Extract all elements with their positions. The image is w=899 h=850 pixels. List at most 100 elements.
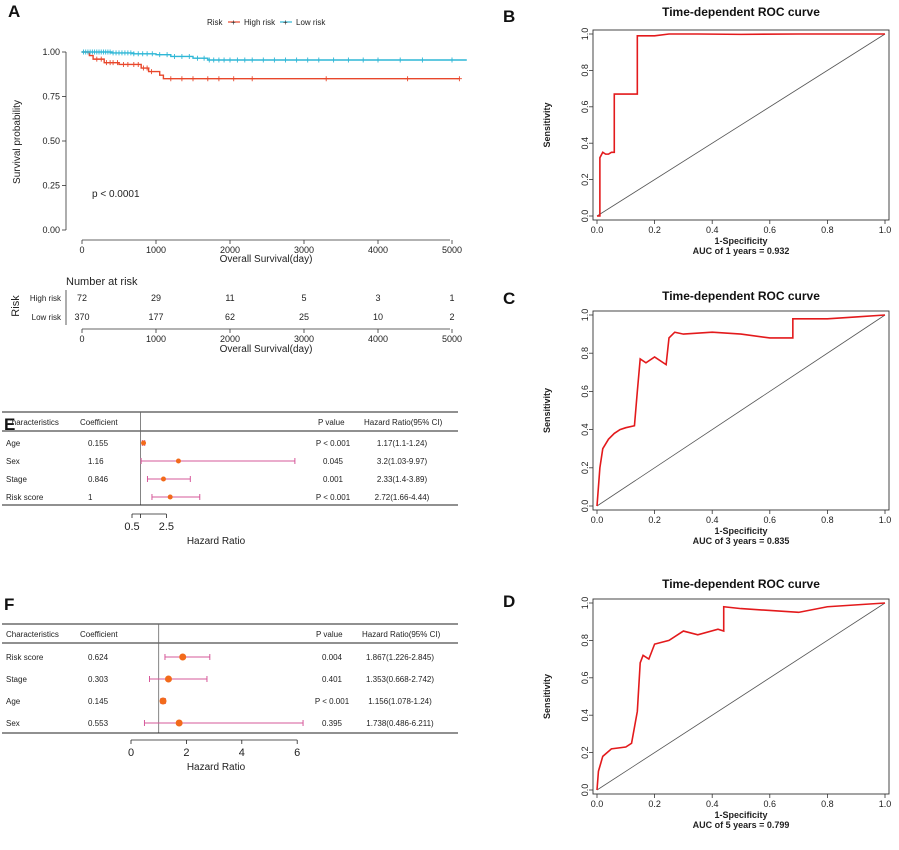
forest-row-pvalue: P < 0.001	[316, 439, 351, 448]
km-censor-mark	[206, 57, 212, 63]
km-legend-low-label: Low risk	[296, 18, 326, 27]
km-censor-mark	[456, 76, 462, 82]
forest-header-hazard-ratio: Hazard Ratio(95% CI)	[362, 630, 441, 639]
forest-row-hazard-ratio: 1.17(1.1-1.24)	[377, 439, 428, 448]
roc-x-tick-label: 0.6	[764, 225, 777, 235]
roc-y-tick-label: 0.8	[580, 347, 590, 360]
roc-auc-label: AUC of 5 years = 0.799	[693, 820, 790, 830]
forest-row-coefficient: 1	[88, 493, 93, 502]
km-censor-mark	[216, 57, 222, 63]
roc-xlabel: 1-Specificity	[714, 526, 767, 536]
roc-y-tick-label: 0.4	[580, 709, 590, 722]
risk-table-cell: 62	[225, 312, 235, 322]
forest-row-hazard-ratio: 2.33(1.4-3.89)	[377, 475, 428, 484]
km-censor-mark	[149, 51, 155, 57]
km-censor-mark	[164, 52, 170, 58]
roc-x-tick-label: 1.0	[879, 225, 892, 235]
roc-x-tick-label: 0.2	[648, 799, 661, 809]
roc-x-tick-label: 0.0	[591, 799, 604, 809]
roc-x-tick-label: 0.2	[648, 515, 661, 525]
km-censor-mark	[397, 57, 403, 63]
km-censor-mark	[405, 76, 411, 82]
forest-row-characteristic: Risk score	[6, 493, 44, 502]
km-censor-mark	[144, 65, 150, 71]
forest-row-pvalue: 0.001	[323, 475, 344, 484]
km-censor-mark	[242, 57, 248, 63]
roc-x-tick-label: 0.8	[821, 515, 834, 525]
roc-plot-frame	[592, 310, 890, 511]
roc-x-tick-label: 0.4	[706, 515, 719, 525]
forest-hr-point	[141, 440, 147, 446]
km-censor-mark	[294, 57, 300, 63]
km-censor-mark	[345, 57, 351, 63]
forest-x-tick-label: 0.5	[124, 521, 139, 533]
forest-row-pvalue: 0.004	[322, 653, 343, 662]
km-censor-mark	[375, 57, 381, 63]
km-censor-mark	[131, 61, 137, 67]
roc-y-tick-label: 0.8	[580, 64, 590, 77]
km-x-tick-label: 2000	[220, 245, 240, 255]
forest-row-hazard-ratio: 3.2(1.03-9.97)	[377, 457, 428, 466]
roc-x-tick-label: 0.2	[648, 225, 661, 235]
km-y-tick-label: 0.50	[42, 136, 60, 146]
forest-row-coefficient: 1.16	[88, 457, 104, 466]
km-x-tick-label: 5000	[442, 245, 462, 255]
roc-plot-frame	[592, 598, 890, 795]
roc-y-tick-label: 0.2	[580, 173, 590, 186]
risk-table-title: Number at risk	[66, 276, 138, 288]
risk-table-cells: 72 29 11 5 3 1 370 177 62 25 10 2	[74, 293, 454, 322]
km-censor-mark	[186, 53, 192, 59]
risk-table-cell: 370	[74, 312, 89, 322]
km-censor-mark	[216, 76, 222, 82]
roc-ylabel: Sensitivity	[542, 674, 552, 719]
roc-x-tick-label: 0.4	[706, 225, 719, 235]
forest-header-characteristics: Characteristics	[6, 418, 59, 427]
risk-table-cell: 1	[449, 293, 454, 303]
roc-y-tick-label: 0.6	[580, 672, 590, 685]
km-censor-mark	[221, 57, 227, 63]
risk-table-cell: 25	[299, 312, 309, 322]
km-censor-mark	[135, 61, 141, 67]
roc-xlabel: 1-Specificity	[714, 236, 767, 246]
roc-x-tick-label: 0.6	[764, 515, 777, 525]
forest-row-pvalue: P < 0.001	[316, 493, 351, 502]
roc-panel-d: D Time-dependent ROC curve 0.00.0 0.2 0.2 0.4…	[503, 577, 891, 830]
risk-table-row-high-label: High risk	[30, 294, 62, 303]
km-censor-mark	[149, 69, 155, 75]
forest-header-pvalue: P value	[318, 418, 345, 427]
km-censor-mark	[128, 50, 134, 56]
forest-row-hazard-ratio: 1.156(1.078-1.24)	[368, 697, 432, 706]
roc-title: Time-dependent ROC curve	[662, 5, 820, 19]
roc-curve	[596, 314, 886, 507]
km-y-ticks: 0.00 0.25 0.50 0.75 1.00	[42, 47, 66, 235]
risk-table-cell: 2	[449, 312, 454, 322]
km-censor-mark	[94, 56, 100, 62]
km-censor-mark	[205, 76, 211, 82]
roc-y-tick-label: 0.4	[580, 423, 590, 436]
km-censor-mark	[168, 76, 174, 82]
roc-xlabel: 1-Specificity	[714, 810, 767, 820]
forest-xlabel: Hazard Ratio	[187, 762, 246, 773]
forest-row-characteristic: Age	[6, 439, 21, 448]
forest-row-characteristic: Sex	[6, 719, 20, 728]
forest-x-tick-label: 0	[128, 747, 134, 759]
roc-curve	[596, 602, 886, 791]
km-censor-mark	[449, 57, 455, 63]
risk-table-x-tick-label: 3000	[294, 334, 314, 344]
forest-hr-point	[159, 697, 167, 705]
roc-y-tick-label: 1.0	[580, 309, 590, 322]
roc-y-tick-label: 0.0	[580, 500, 590, 513]
km-legend: Risk + High risk + Low risk	[207, 18, 326, 27]
forest-header-coefficient: Coefficient	[80, 418, 118, 427]
km-censor-mark	[260, 57, 266, 63]
risk-table-cell: 10	[373, 312, 383, 322]
forest-hr-point	[175, 719, 183, 727]
km-censor-mark	[331, 57, 337, 63]
risk-table-x-tick-label: 1000	[146, 334, 166, 344]
roc-x-tick-label: 0.4	[706, 799, 719, 809]
forest-row-coefficient: 0.553	[88, 719, 109, 728]
km-x-tick-label: 1000	[146, 245, 166, 255]
forest-row-coefficient: 0.846	[88, 475, 109, 484]
roc-y-tick-label: 0.0	[580, 784, 590, 797]
